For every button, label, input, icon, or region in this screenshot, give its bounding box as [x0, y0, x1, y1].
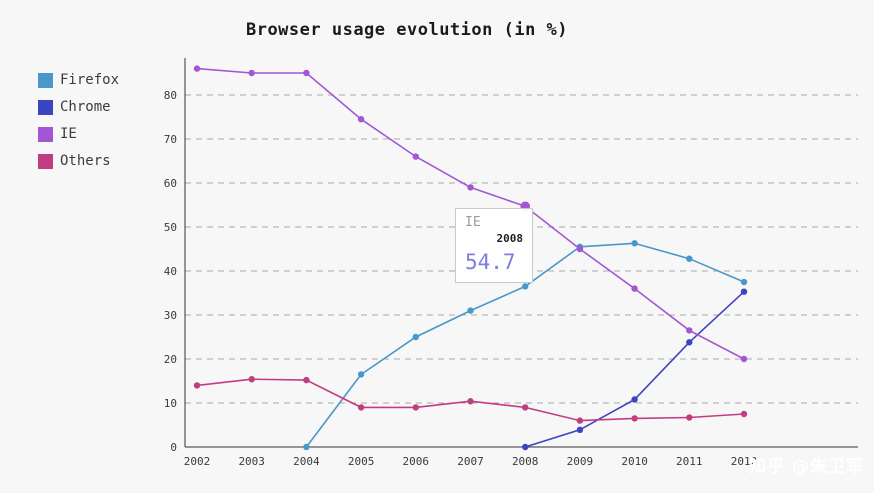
tooltip-value: 54.7: [465, 250, 516, 274]
legend-label-ie: IE: [60, 126, 77, 142]
x-axis-tick-label: 2004: [293, 455, 320, 468]
data-point[interactable]: [631, 240, 638, 247]
data-point[interactable]: [467, 398, 474, 405]
data-point[interactable]: [303, 69, 310, 77]
data-point[interactable]: [686, 339, 693, 346]
data-point[interactable]: [193, 382, 201, 389]
data-point[interactable]: [631, 415, 638, 422]
x-axis-tick-label: 2010: [621, 455, 648, 468]
data-point[interactable]: [467, 184, 474, 191]
data-point[interactable]: [248, 376, 255, 383]
data-point[interactable]: [522, 283, 529, 290]
x-axis-tick-label: 2002: [184, 455, 211, 468]
data-point[interactable]: [357, 404, 365, 411]
data-point[interactable]: [631, 285, 638, 292]
y-axis-tick-label: 70: [164, 133, 177, 146]
data-point[interactable]: [522, 443, 529, 451]
y-axis-tick-label: 80: [164, 89, 177, 102]
legend-swatch-chrome: [38, 99, 53, 115]
y-axis-tick-label: 0: [170, 441, 177, 454]
legend-label-others: Others: [60, 153, 111, 169]
x-axis-tick-label: 2009: [567, 455, 594, 468]
data-point[interactable]: [686, 414, 693, 421]
legend-item-ie[interactable]: IE: [38, 126, 119, 142]
data-point[interactable]: [740, 278, 748, 286]
legend-label-firefox: Firefox: [60, 72, 120, 88]
data-point[interactable]: [412, 404, 419, 411]
x-axis-tick-label: 2012: [731, 455, 758, 468]
data-point[interactable]: [686, 327, 693, 334]
tooltip-year: 2008: [496, 232, 524, 245]
y-axis-tick-label: 30: [164, 309, 177, 322]
data-point[interactable]: [576, 417, 584, 424]
data-point[interactable]: [303, 443, 310, 451]
chart-title: Browser usage evolution (in %): [245, 20, 569, 40]
legend-swatch-ie: [38, 126, 53, 142]
data-point[interactable]: [576, 426, 584, 434]
data-point[interactable]: [412, 153, 419, 160]
data-point[interactable]: [686, 255, 693, 262]
watermark: 知乎 @朱卫军: [749, 457, 864, 477]
x-axis-tick-label: 2006: [403, 455, 430, 468]
series-line-chrome: [524, 291, 745, 448]
data-point[interactable]: [740, 355, 748, 363]
data-point[interactable]: [522, 404, 529, 411]
data-point[interactable]: [631, 396, 638, 403]
y-axis-tick-label: 40: [164, 265, 177, 278]
data-point[interactable]: [357, 116, 365, 123]
data-point[interactable]: [740, 288, 748, 295]
y-axis-tick-label: 10: [164, 397, 177, 410]
data-point[interactable]: [303, 376, 310, 384]
x-axis-tick-label: 2005: [348, 455, 375, 468]
legend-item-chrome[interactable]: Chrome: [38, 99, 119, 115]
legend-item-others[interactable]: Others: [38, 153, 119, 169]
legend-swatch-firefox: [38, 72, 53, 88]
data-point[interactable]: [576, 245, 584, 253]
data-point[interactable]: [357, 371, 365, 378]
data-point[interactable]: [467, 307, 474, 314]
y-axis-tick-label: 20: [164, 353, 177, 366]
y-axis-tick-label: 50: [164, 221, 177, 234]
x-axis-tick-label: 2008: [512, 455, 539, 468]
legend-swatch-others: [38, 153, 53, 169]
data-point[interactable]: [412, 333, 419, 341]
y-axis-tick-label: 60: [164, 177, 177, 190]
legend-item-firefox[interactable]: Firefox: [38, 72, 119, 88]
x-axis-tick-label: 2003: [238, 455, 265, 468]
data-point[interactable]: [248, 69, 255, 77]
tooltip-series-name: IE: [465, 215, 481, 230]
data-point[interactable]: [193, 65, 201, 72]
legend-label-chrome: Chrome: [60, 99, 111, 115]
tooltip: IE 2008 54.7: [455, 208, 533, 283]
x-axis-tick-label: 2011: [676, 455, 703, 468]
data-point[interactable]: [740, 410, 748, 418]
legend: Firefox Chrome IE Others: [38, 72, 119, 180]
x-axis-tick-label: 2007: [457, 455, 484, 468]
